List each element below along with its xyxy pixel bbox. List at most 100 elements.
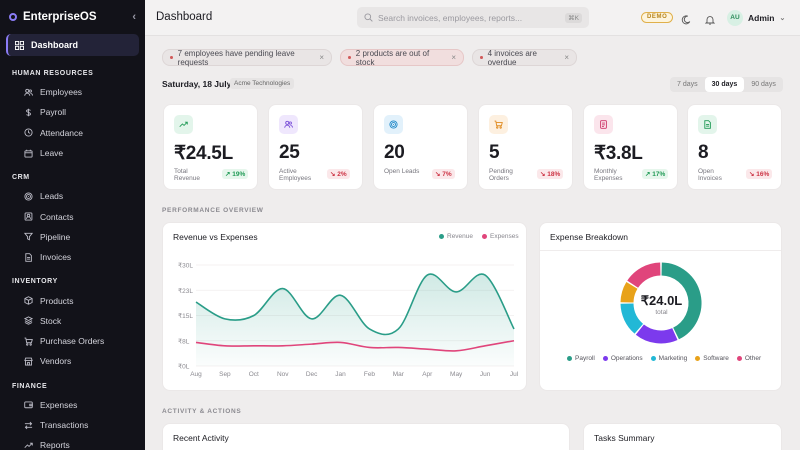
x-tick-label: Apr	[422, 371, 433, 378]
x-tick-label: Oct	[249, 371, 259, 378]
sidebar-section-title: INVENTORY	[12, 278, 58, 286]
layers-icon	[24, 316, 33, 326]
revenue-chart-panel: Revenue vs Expenses Revenue Expenses ₹0L…	[162, 222, 527, 391]
revenue-area	[196, 274, 514, 366]
donut-slice-marketing[interactable]	[620, 303, 644, 334]
alert-text: 2 products are out of stock	[355, 48, 430, 67]
donut-slice-software[interactable]	[620, 281, 638, 303]
page-title: Dashboard	[156, 11, 213, 23]
alert-dot	[348, 56, 351, 59]
kpi-card-open-leads[interactable]: 20 Open Leads ↘ 7%	[373, 104, 468, 190]
kpi-card-monthly-expenses[interactable]: ₹3.8L Monthly Expenses ↗ 17%	[583, 104, 678, 190]
kpi-label: Open Leads	[384, 168, 420, 175]
chevron-left-icon[interactable]: ‹	[132, 10, 136, 23]
bell-icon[interactable]	[704, 12, 716, 25]
donut-legend: Payroll Operations Marketing Software Other	[567, 355, 769, 362]
kpi-label: Pending Orders	[489, 168, 513, 182]
sidebar-item-label: Expenses	[40, 399, 78, 410]
x-tick-label: Aug	[190, 371, 202, 378]
sidebar-item-label: Vendors	[40, 356, 72, 367]
range-30-days[interactable]: 30 days	[704, 77, 745, 92]
legend-label: Operations	[610, 355, 643, 362]
trend-icon	[174, 115, 193, 134]
alert-leave[interactable]: 7 employees have pending leave requests …	[162, 48, 332, 67]
expense-breakdown-panel: Expense Breakdown ₹24.0L total Payroll Op…	[539, 222, 782, 391]
sidebar-item-attendance[interactable]: Attendance	[0, 123, 145, 143]
kpi-change-badge: ↗ 17%	[642, 169, 669, 179]
kpi-value: 25	[279, 142, 300, 163]
alert-invoices[interactable]: 4 invoices are overdue ×	[472, 49, 577, 67]
search-input[interactable]: Search invoices, employees, reports... ⌘…	[357, 7, 589, 28]
donut-legend-item: Other	[736, 355, 761, 362]
close-icon[interactable]: ×	[451, 53, 456, 62]
close-icon[interactable]: ×	[564, 53, 569, 62]
sidebar-item-expenses[interactable]: Expenses	[0, 395, 145, 415]
donut-total-value: ₹24.0L	[640, 293, 683, 308]
sidebar-item-contacts[interactable]: Contacts	[0, 206, 145, 226]
sidebar-item-label: Products	[40, 295, 74, 306]
expenses-line	[195, 339, 515, 352]
kpi-label: Total Revenue	[174, 168, 201, 182]
y-tick-label: ₹30L	[178, 262, 193, 270]
legend-label: Marketing	[658, 355, 688, 362]
chart-title: Revenue vs Expenses	[173, 232, 258, 242]
calendar-icon	[24, 149, 33, 158]
alert-stock[interactable]: 2 products are out of stock ×	[340, 48, 464, 67]
x-tick-label: Nov	[277, 371, 289, 378]
kpi-card-open-invoices[interactable]: 8 Open Invoices ↘ 16%	[687, 104, 782, 190]
y-tick-label: ₹8L	[178, 337, 190, 345]
users-icon	[279, 115, 298, 134]
panel-divider	[540, 250, 781, 251]
sidebar-item-leads[interactable]: Leads	[0, 186, 145, 206]
sidebar-item-stock[interactable]: Stock	[0, 311, 145, 331]
swap-icon	[24, 421, 33, 430]
legend-expenses: Expenses	[490, 233, 519, 240]
range-7-days[interactable]: 7 days	[677, 81, 698, 88]
sidebar-item-purchase-orders[interactable]: Purchase Orders	[0, 331, 145, 351]
user-menu[interactable]: AU Admin ⌄	[727, 7, 785, 28]
donut-legend-item: Operations	[602, 355, 643, 362]
logo-icon	[9, 12, 17, 21]
sidebar-item-reports[interactable]: Reports	[0, 435, 145, 450]
kpi-change-badge: ↘ 18%	[537, 169, 564, 179]
sidebar-item-products[interactable]: Products	[0, 290, 145, 310]
sidebar-item-pipeline[interactable]: Pipeline	[0, 227, 145, 247]
sidebar-item-label: Employees	[40, 87, 83, 98]
sidebar-item-label: Reports	[40, 440, 70, 450]
sidebar-item-transactions[interactable]: Transactions	[0, 415, 145, 435]
demo-badge: DEMO	[641, 12, 674, 23]
kpi-card-total-revenue[interactable]: ₹24.5L Total Revenue ↗ 19%	[163, 104, 258, 190]
sidebar-item-invoices[interactable]: Invoices	[0, 247, 145, 267]
file-icon	[24, 252, 33, 262]
sidebar-item-dashboard[interactable]: Dashboard	[6, 34, 139, 56]
legend-dot-revenue	[439, 234, 444, 239]
sidebar-item-payroll[interactable]: Payroll	[0, 102, 145, 122]
donut-slice-operations[interactable]	[635, 324, 678, 344]
donut-slice-payroll[interactable]	[661, 262, 702, 340]
kpi-card-pending-orders[interactable]: 5 Pending Orders ↘ 18%	[478, 104, 573, 190]
sidebar-item-leave[interactable]: Leave	[0, 143, 145, 163]
legend-dot	[650, 356, 656, 361]
close-icon[interactable]: ×	[319, 53, 324, 62]
y-tick-label: ₹15L	[178, 312, 193, 320]
chevron-down-icon: ⌄	[779, 14, 786, 22]
sidebar-item-vendors[interactable]: Vendors	[0, 351, 145, 371]
x-tick-label: Mar	[393, 371, 405, 378]
donut-slice-other[interactable]	[627, 262, 661, 289]
kpi-card-active-employees[interactable]: 25 Active Employees ↘ 2%	[268, 104, 363, 190]
sidebar-item-employees[interactable]: Employees	[0, 82, 145, 102]
shortcut-badge: ⌘K	[565, 12, 582, 23]
legend-dot	[695, 356, 701, 361]
moon-icon[interactable]	[681, 12, 691, 25]
range-90-days[interactable]: 90 days	[751, 81, 776, 88]
current-date: Saturday, 18 July	[162, 79, 232, 89]
sidebar: EnterpriseOS ‹ Dashboard HUMAN RESOURCES…	[0, 0, 145, 450]
file-icon	[698, 115, 717, 134]
wallet-icon	[24, 400, 33, 409]
legend-dot	[567, 356, 572, 361]
section-title-performance: PERFORMANCE OVERVIEW	[162, 207, 264, 214]
kpi-change-value: 19%	[232, 171, 246, 178]
box-icon	[24, 296, 33, 305]
alert-text: 7 employees have pending leave requests	[177, 48, 295, 67]
arrow-down-icon: ↘	[749, 171, 757, 178]
